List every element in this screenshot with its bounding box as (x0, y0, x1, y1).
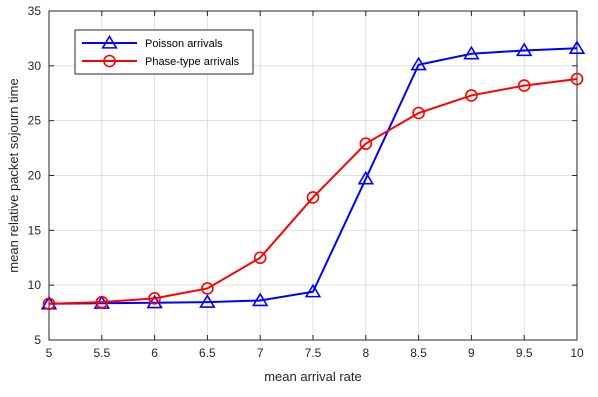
y-tick-label: 25 (28, 114, 42, 128)
legend-label: Phase-type arrivals (145, 56, 240, 68)
y-tick-label: 20 (28, 169, 42, 183)
x-tick-label: 9.5 (516, 346, 533, 360)
legend-label: Poisson arrivals (145, 38, 223, 50)
x-tick-label: 8 (362, 346, 369, 360)
x-tick-label: 8.5 (410, 346, 427, 360)
x-tick-label: 5 (46, 346, 53, 360)
x-tick-label: 10 (570, 346, 584, 360)
y-tick-label: 35 (28, 4, 42, 18)
x-tick-label: 6.5 (199, 346, 216, 360)
x-tick-label: 7.5 (305, 346, 322, 360)
y-tick-label: 30 (28, 59, 42, 73)
x-tick-label: 5.5 (93, 346, 110, 360)
x-tick-label: 9 (468, 346, 475, 360)
legend: Poisson arrivals Phase-type arrivals (75, 30, 253, 74)
y-tick-label: 5 (34, 333, 41, 347)
y-tick-label: 15 (28, 223, 42, 237)
x-axis-title: mean arrival rate (264, 369, 362, 384)
y-tick-label: 10 (28, 278, 42, 292)
y-axis-title: mean relative packet sojourn time (6, 78, 21, 272)
x-tick-label: 7 (257, 346, 264, 360)
x-tick-label: 6 (151, 346, 158, 360)
